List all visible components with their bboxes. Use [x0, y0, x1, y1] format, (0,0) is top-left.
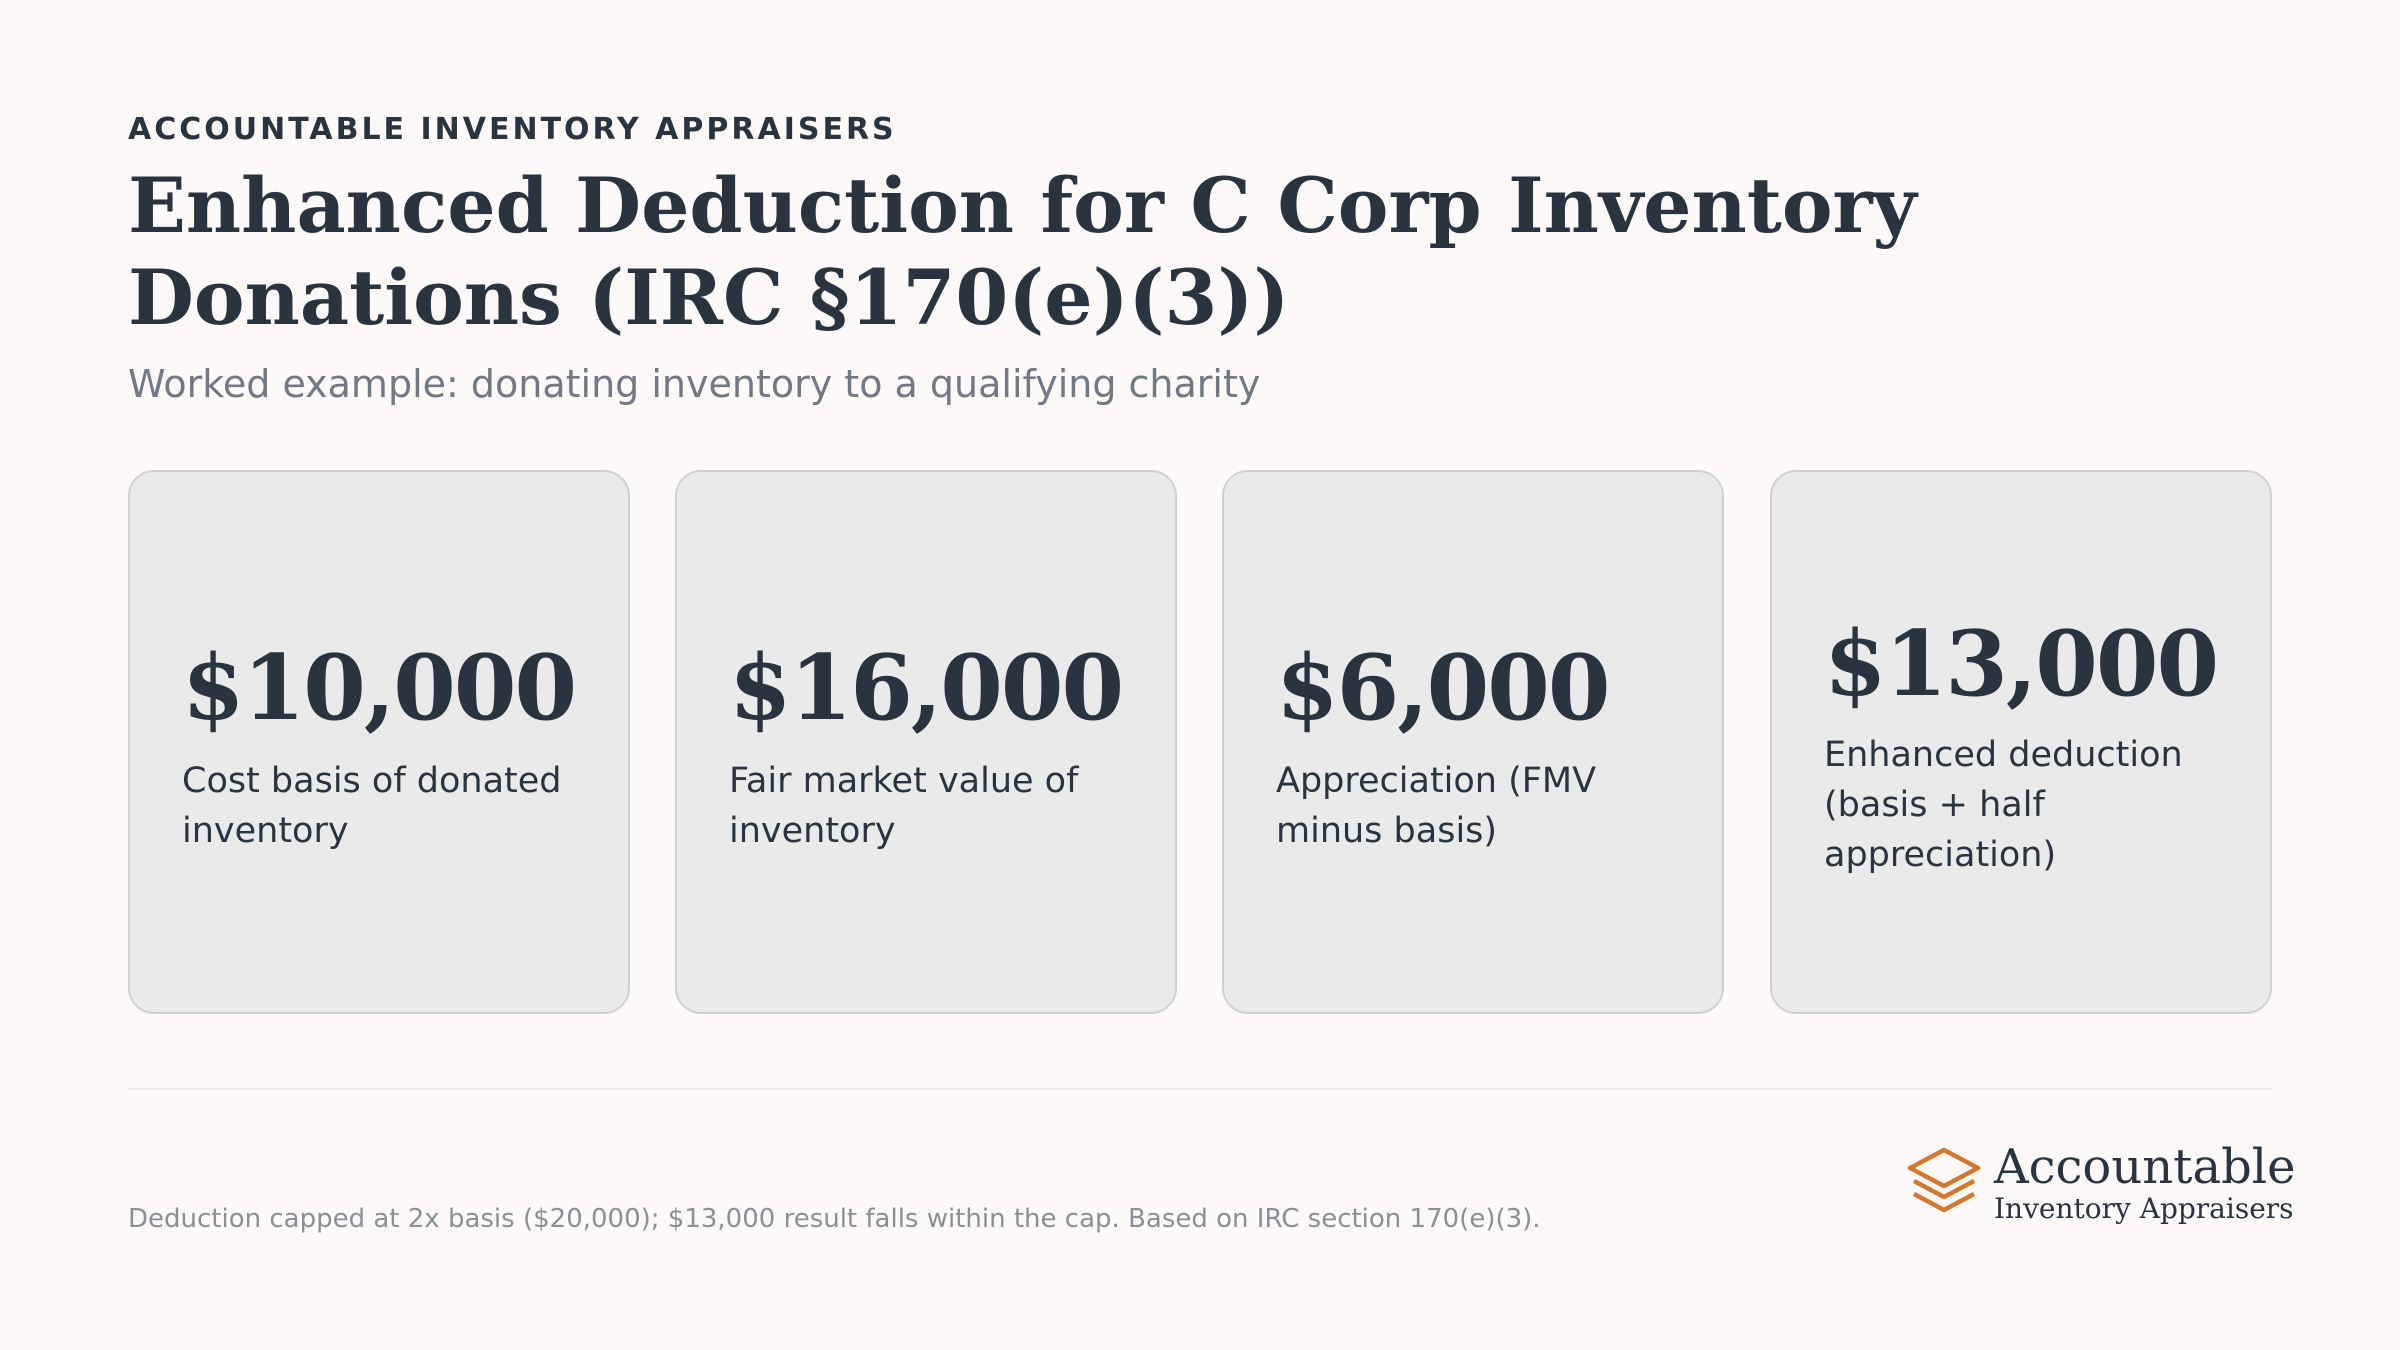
logo-subtitle: Inventory Appraisers — [1994, 1192, 2294, 1225]
stat-cards: $10,000 Cost basis of donated inventory … — [128, 470, 2272, 1016]
stat-card-cost-basis: $10,000 Cost basis of donated inventory — [128, 470, 630, 1014]
eyebrow: ACCOUNTABLE INVENTORY APPRAISERS — [128, 112, 897, 147]
logo-name: Accountable — [1994, 1139, 2296, 1195]
stacked-layers-icon — [1907, 1147, 1981, 1213]
brand-logo: Accountable Inventory Appraisers — [1904, 1140, 2296, 1230]
divider — [128, 1088, 2272, 1090]
stat-label: Enhanced deduction (basis + half appreci… — [1824, 735, 2183, 875]
stat-label: Appreciation (FMV minus basis) — [1276, 761, 1597, 851]
stat-value: $13,000 — [1824, 611, 2219, 717]
stat-label: Cost basis of donated inventory — [182, 761, 562, 851]
subtitle: Worked example: donating inventory to a … — [128, 362, 1261, 406]
footnote: Deduction capped at 2x basis ($20,000); … — [128, 1204, 1541, 1234]
stat-value: $16,000 — [729, 635, 1124, 741]
stat-label: Fair market value of inventory — [729, 761, 1079, 851]
stat-card-enhanced-deduction: $13,000 Enhanced deduction (basis + half… — [1770, 470, 2272, 1014]
stat-card-fair-market-value: $16,000 Fair market value of inventory — [675, 470, 1177, 1014]
stat-card-appreciation: $6,000 Appreciation (FMV minus basis) — [1222, 470, 1724, 1014]
stat-value: $10,000 — [182, 635, 577, 741]
page-title: Enhanced Deduction for C Corp Inventory … — [128, 161, 1917, 342]
stat-value: $6,000 — [1276, 635, 1610, 741]
